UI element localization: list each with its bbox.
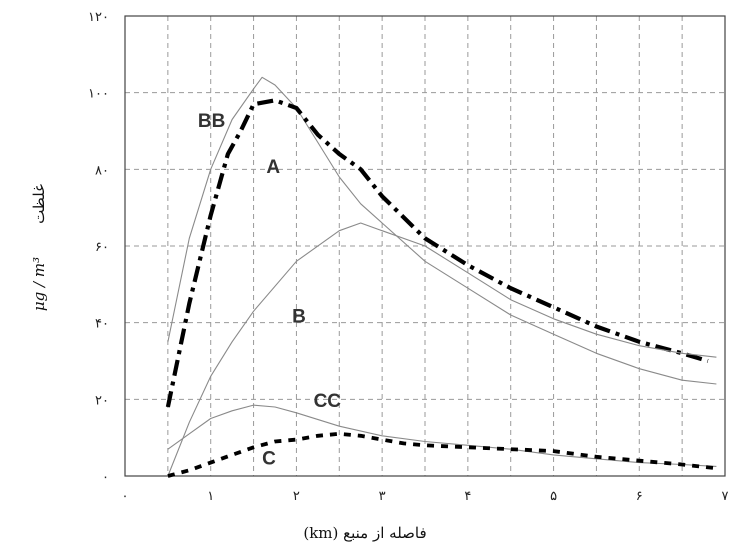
y-tick-label: ۸۰: [95, 163, 109, 178]
x-tick-label: ۰: [122, 489, 129, 504]
y-axis-title-unit: μg / m³: [30, 257, 48, 311]
y-tick-label: ۴۰: [95, 317, 109, 332]
curve-label-b: B: [292, 307, 306, 328]
curve-label-cc: CC: [314, 391, 342, 412]
y-tick-label: ۲۰: [95, 393, 109, 408]
curve-label-c: C: [262, 449, 276, 470]
series-layer: [165, 76, 717, 478]
x-tick-label: ۳: [379, 489, 386, 504]
y-tick-label: ۶۰: [95, 240, 109, 255]
y-tick-label: ۱۰۰: [88, 87, 109, 102]
series-line-cc: [167, 404, 717, 467]
series-line-b: [167, 222, 717, 477]
curve-label-bb: BB: [198, 111, 225, 132]
series-line-c: [167, 431, 717, 478]
tick-labels: ۰ ۱ ۲ ۳ ۴ ۵ ۶ ۷ ۰ ۲۰ ۴۰ ۶۰ ۸۰ ۱۰۰ ۱۲۰: [88, 10, 728, 504]
x-axis-title: (km) فاصله از منبع: [303, 524, 426, 542]
x-tick-label: ۵: [550, 489, 557, 504]
x-tick-label: ۱: [207, 489, 214, 504]
x-tick-label: ۲: [293, 489, 300, 504]
y-tick-label: ۱۲۰: [88, 10, 109, 25]
x-tick-label: ۷: [722, 489, 729, 504]
series-line-a: [167, 76, 717, 385]
grid-layer: [125, 16, 725, 476]
x-tick-label: ۶: [636, 489, 643, 504]
y-axis-title-text: غلظت: [30, 184, 48, 224]
series-line-bb: [165, 98, 709, 408]
plot-frame: [124, 15, 726, 477]
x-tick-label: ۴: [464, 489, 471, 504]
y-tick-label: ۰: [102, 470, 109, 485]
curve-label-a: A: [266, 157, 280, 178]
y-axis-title: غلظت μg / m³: [30, 184, 48, 311]
